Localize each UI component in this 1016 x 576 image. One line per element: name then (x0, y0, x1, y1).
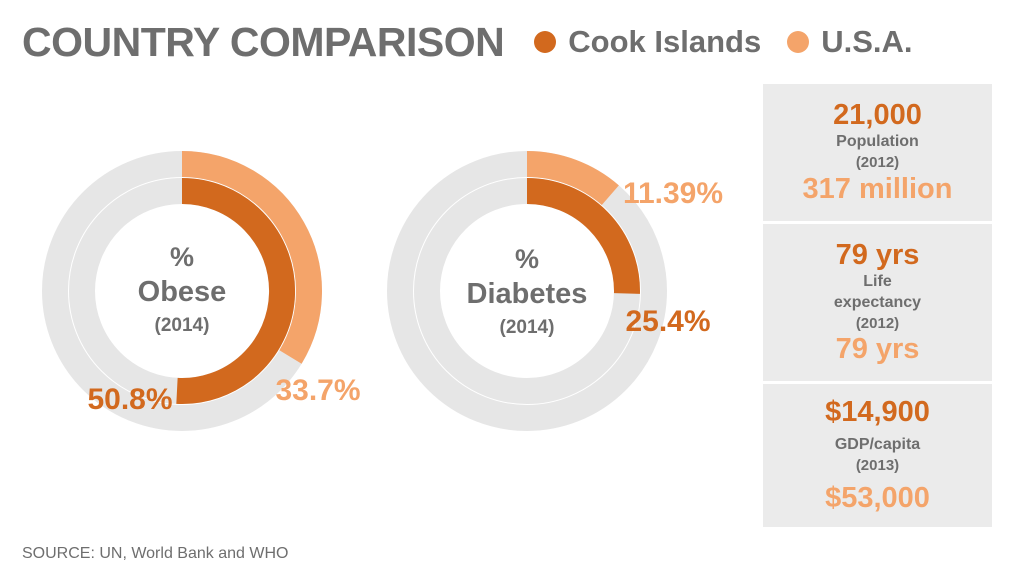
obese-center-symbol: % (170, 242, 194, 272)
population-year: (2012) (855, 154, 900, 172)
diabetes-cook-islands-value-label: 25.4% (625, 305, 710, 338)
legend-item-cook-islands: Cook Islands (534, 24, 761, 60)
page-title: COUNTRY COMPARISON (22, 18, 505, 65)
diabetes-center-year: (2014) (500, 317, 555, 338)
diabetes-cook-islands-arc (526, 178, 640, 294)
obese-usa-value-label: 33.7% (275, 374, 360, 407)
population-cook-islands-value: 21,000 (833, 99, 922, 131)
life-expectancy-year: (2012) (855, 314, 900, 332)
gdp-cook-islands-value: $14,900 (825, 396, 930, 428)
header: COUNTRY COMPARISON Cook Islands U.S.A. (22, 14, 1002, 70)
diabetes-donut: % Diabetes (2014) 11.39% 25.4% (387, 151, 723, 431)
obese-center-year: (2014) (155, 315, 210, 336)
gdp-label: GDP/capita (834, 436, 921, 454)
legend-label-usa: U.S.A. (821, 24, 913, 59)
diabetes-usa-arc (526, 151, 619, 206)
stat-panel-population: 21,000 Population (2012) 317 million (763, 84, 992, 221)
gdp-usa-value: $53,000 (825, 481, 930, 514)
obese-usa-arc (181, 151, 322, 364)
stat-panel-gdp-per-capita: $14,900 GDP/capita (2013) $53,000 (763, 384, 992, 527)
source-note: SOURCE: UN, World Bank and WHO (22, 545, 289, 562)
population-label: Population (836, 133, 919, 151)
obese-center-title: Obese (138, 276, 227, 308)
legend-label-cook-islands: Cook Islands (568, 24, 762, 59)
legend-swatch-usa (787, 31, 810, 53)
obese-donut: % Obese (2014) 50.8% 33.7% (42, 151, 361, 431)
legend: Cook Islands U.S.A. (534, 24, 938, 60)
life-expectancy-label: Life expectancy (833, 272, 922, 311)
obese-cook-islands-value-label: 50.8% (87, 383, 172, 416)
diabetes-usa-value-label: 11.39% (623, 177, 723, 210)
legend-swatch-cook-islands (534, 31, 557, 53)
life-expectancy-cook-islands-value: 79 yrs (835, 238, 920, 271)
population-usa-value: 317 million (802, 172, 953, 205)
legend-item-usa: U.S.A. (787, 24, 913, 60)
life-expectancy-usa-value: 79 yrs (835, 333, 920, 366)
diabetes-center-title: Diabetes (467, 278, 588, 310)
diabetes-center-symbol: % (515, 244, 539, 274)
gdp-year: (2013) (855, 457, 900, 475)
obese-cook-islands-arc (176, 178, 296, 404)
stat-panel-life-expectancy: 79 yrs Life expectancy (2012) 79 yrs (763, 224, 992, 381)
